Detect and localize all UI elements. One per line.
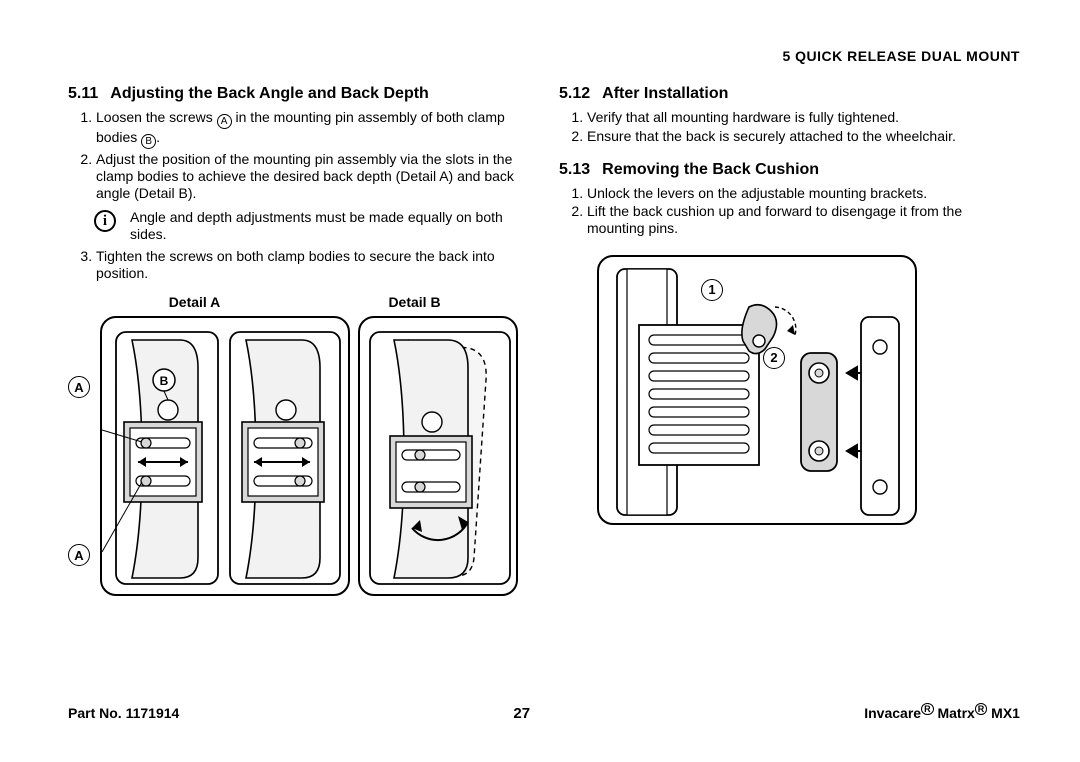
callout-2: 2 [763,347,785,369]
step-item: Adjust the position of the mounting pin … [96,151,529,201]
ref-b-icon: B [141,134,156,149]
step-text: Loosen the screws [96,109,217,125]
step-item: Lift the back cushion up and forward to … [587,203,1020,237]
section-number: 5.13 [559,161,590,178]
callout-a-lower: A [68,544,90,566]
steps-5-11-cont: Tighten the screws on both clamp bodies … [68,248,529,282]
detail-headers: Detail A Detail B [72,294,529,310]
detail-b-label: Detail B [337,294,492,310]
callout-a: A [68,376,90,398]
right-column: 5.12 After Installation Verify that all m… [559,85,1020,596]
brand-text: Invacare [864,705,921,721]
registered-icon: R [921,703,934,715]
step-item: Loosen the screws A in the mounting pin … [96,109,529,149]
note-text: Angle and depth adjustments must be made… [130,209,529,242]
detail-b-figure [358,316,518,596]
callout-column: A A [66,316,92,596]
section-title: Adjusting the Back Angle and Back Depth [110,85,429,102]
section-5-11-heading: 5.11 Adjusting the Back Angle and Back De… [68,85,529,103]
section-number: 5.12 [559,85,590,102]
step-item: Unlock the levers on the adjustable moun… [587,185,1020,202]
left-column: 5.11 Adjusting the Back Angle and Back De… [68,85,529,596]
removal-figure [597,255,917,525]
section-number: 5.11 [68,85,98,102]
registered-icon: R [975,703,988,715]
chapter-header: 5 QUICK RELEASE DUAL MOUNT [782,48,1020,64]
step-item: Tighten the screws on both clamp bodies … [96,248,529,282]
detail-a-label: Detail A [72,294,317,310]
section-5-12-heading: 5.12 After Installation [559,85,1020,103]
section-title: Removing the Back Cushion [602,161,819,178]
detail-a-figure: B [100,316,350,596]
step-item: Verify that all mounting hardware is ful… [587,109,1020,126]
part-number: Part No. 1171914 [68,705,179,721]
brand-text: MX1 [987,705,1020,721]
info-icon: i [94,210,116,232]
product-name: InvacareR MatrxR MX1 [864,705,1020,721]
callout-1: 1 [701,279,723,301]
brand-text: Matrx [934,705,975,721]
page-footer: Part No. 1171914 27 InvacareR MatrxR MX1 [68,705,1020,722]
page-number: 27 [513,705,530,722]
step-item: Ensure that the back is securely attache… [587,128,1020,145]
steps-5-12: Verify that all mounting hardware is ful… [559,109,1020,145]
callout-b-inline: B [160,374,169,388]
ref-a-icon: A [217,114,232,129]
steps-5-13: Unlock the levers on the adjustable moun… [559,185,1020,237]
section-5-13-heading: 5.13 Removing the Back Cushion [559,161,1020,179]
section-title: After Installation [602,85,728,102]
step-text: . [156,129,160,145]
steps-5-11: Loosen the screws A in the mounting pin … [68,109,529,201]
callout-column-right [597,255,625,281]
info-note: i Angle and depth adjustments must be ma… [94,209,529,242]
